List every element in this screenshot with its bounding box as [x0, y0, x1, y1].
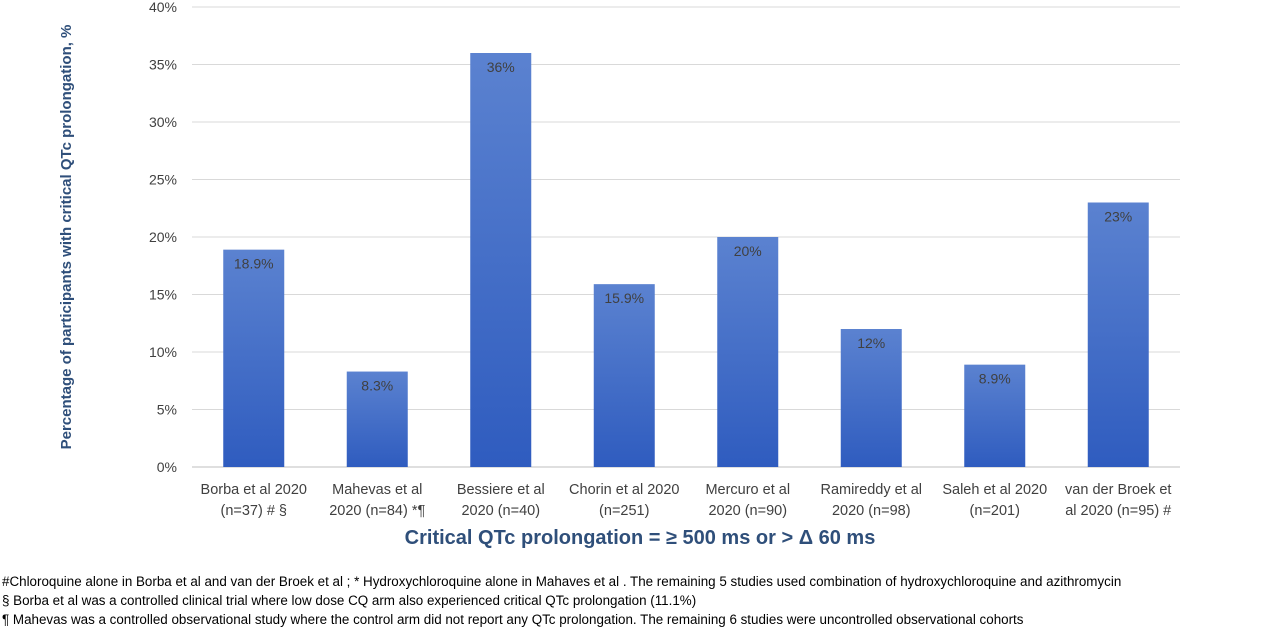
data-label: 23%	[1104, 209, 1132, 225]
data-label: 8.9%	[979, 371, 1011, 387]
data-label: 18.9%	[234, 256, 274, 272]
y-tick-label: 35%	[149, 57, 177, 73]
category-label: (n=201)	[970, 503, 1020, 519]
category-labels: Borba et al 2020 (n=37) # § Mahevas et al 2…	[201, 482, 1172, 519]
category-label: Saleh et al 2020	[942, 482, 1047, 498]
bar-chart: 0% 5% 10% 15% 20% 25% 30% 35% 40% 18.9% 8.3% 36% 15…	[58, 0, 1180, 549]
category-label: Borba et al 2020	[201, 482, 307, 498]
category-label: van der Broek et	[1065, 482, 1171, 498]
data-label: 12%	[857, 335, 885, 351]
category-label: Chorin et al 2020	[569, 482, 679, 498]
y-axis-label: Percentage of participants with critical…	[58, 25, 75, 450]
y-axis-ticks: 0% 5% 10% 15% 20% 25% 30% 35% 40%	[149, 0, 177, 475]
bars	[223, 53, 1149, 467]
bar	[717, 237, 779, 467]
footnote-3: ¶ Mahevas was a controlled observational…	[2, 612, 1024, 627]
bar	[964, 364, 1026, 467]
category-label: Mahevas et al	[332, 482, 422, 498]
category-label: Ramireddy et al	[820, 482, 922, 498]
y-tick-label: 30%	[149, 114, 177, 130]
bar	[840, 329, 902, 467]
bar	[1087, 202, 1149, 467]
bar	[470, 53, 532, 467]
data-label: 15.9%	[604, 290, 644, 306]
y-tick-label: 15%	[149, 287, 177, 303]
footnote-2: § Borba et al was a controlled clinical …	[2, 593, 697, 608]
data-labels: 18.9% 8.3% 36% 15.9% 20% 12% 8.9% 23%	[234, 59, 1132, 394]
bar	[346, 371, 408, 467]
bar	[223, 249, 285, 467]
category-label: Bessiere et al	[457, 482, 545, 498]
footnotes: #Chloroquine alone in Borba et al and va…	[2, 572, 1278, 629]
footnote-1: #Chloroquine alone in Borba et al and va…	[2, 574, 1122, 589]
gridlines	[192, 6, 1180, 468]
x-axis-label: Critical QTc prolongation = ≥ 500 ms or …	[405, 527, 876, 549]
category-label: (n=251)	[599, 503, 649, 519]
y-tick-label: 20%	[149, 229, 177, 245]
category-label: 2020 (n=98)	[832, 503, 911, 519]
data-label: 20%	[734, 243, 762, 259]
bar	[593, 284, 655, 467]
category-label: al 2020 (n=95) #	[1065, 503, 1171, 519]
category-label: 2020 (n=40)	[461, 503, 540, 519]
data-label: 8.3%	[361, 378, 393, 394]
category-label: (n=37) # §	[220, 503, 287, 519]
y-tick-label: 0%	[157, 459, 177, 475]
category-label: 2020 (n=90)	[708, 503, 787, 519]
category-label: Mercuro et al	[705, 482, 790, 498]
category-label: 2020 (n=84) *¶	[329, 503, 425, 519]
y-tick-label: 10%	[149, 344, 177, 360]
y-tick-label: 40%	[149, 0, 177, 15]
y-tick-label: 5%	[157, 402, 177, 418]
data-label: 36%	[487, 59, 515, 75]
y-tick-label: 25%	[149, 172, 177, 188]
